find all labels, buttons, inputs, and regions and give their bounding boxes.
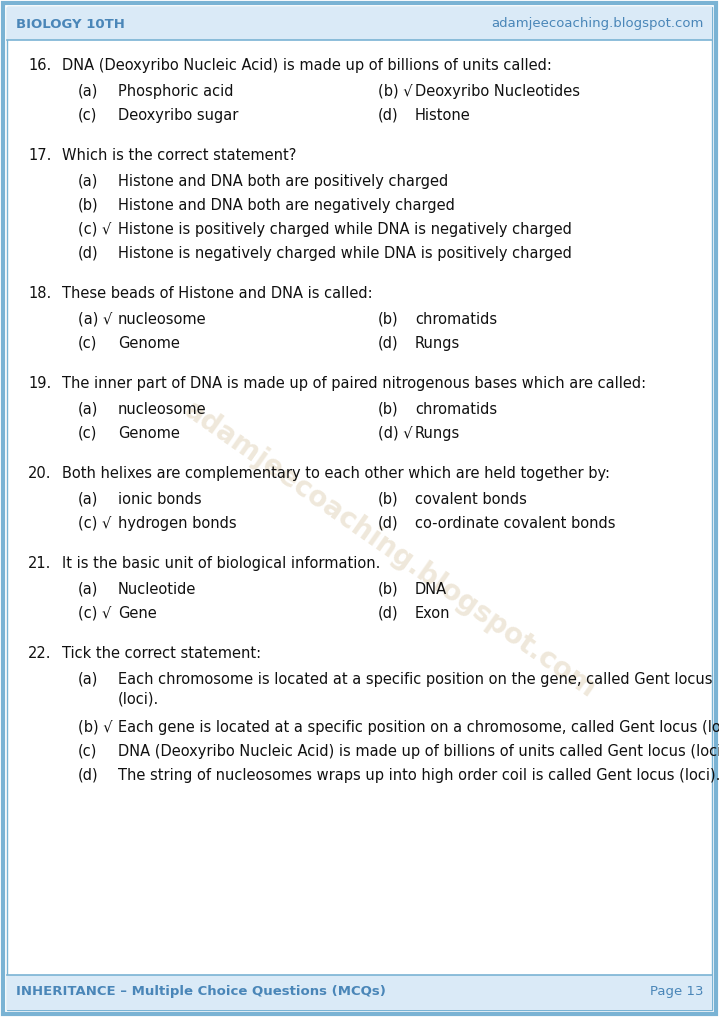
Text: (b) √: (b) √ <box>78 720 113 735</box>
Text: The inner part of DNA is made up of paired nitrogenous bases which are called:: The inner part of DNA is made up of pair… <box>62 376 646 391</box>
Text: (c): (c) <box>78 108 97 123</box>
Text: (a) √: (a) √ <box>78 312 112 327</box>
Text: hydrogen bonds: hydrogen bonds <box>118 516 237 531</box>
Text: These beads of Histone and DNA is called:: These beads of Histone and DNA is called… <box>62 286 372 301</box>
Text: (a): (a) <box>78 174 99 189</box>
Text: BIOLOGY 10TH: BIOLOGY 10TH <box>16 17 125 31</box>
Text: Genome: Genome <box>118 336 180 351</box>
Text: 18.: 18. <box>28 286 51 301</box>
Text: (a): (a) <box>78 402 99 417</box>
Text: (b): (b) <box>378 312 398 327</box>
Text: 16.: 16. <box>28 58 51 73</box>
Text: The string of nucleosomes wraps up into high order coil is called Gent locus (lo: The string of nucleosomes wraps up into … <box>118 768 719 783</box>
Text: Rungs: Rungs <box>415 426 460 441</box>
Text: chromatids: chromatids <box>415 402 497 417</box>
Text: (d): (d) <box>378 606 398 621</box>
Text: co-ordinate covalent bonds: co-ordinate covalent bonds <box>415 516 615 531</box>
Bar <box>7 975 712 1010</box>
Text: Rungs: Rungs <box>415 336 460 351</box>
Text: INHERITANCE – Multiple Choice Questions (MCQs): INHERITANCE – Multiple Choice Questions … <box>16 985 386 999</box>
Text: (c): (c) <box>78 336 97 351</box>
Text: 20.: 20. <box>28 466 52 481</box>
Text: Genome: Genome <box>118 426 180 441</box>
Text: It is the basic unit of biological information.: It is the basic unit of biological infor… <box>62 556 380 571</box>
Text: Histone and DNA both are positively charged: Histone and DNA both are positively char… <box>118 174 448 189</box>
Text: Gene: Gene <box>118 606 157 621</box>
Text: (a): (a) <box>78 672 99 687</box>
Text: 22.: 22. <box>28 646 52 661</box>
Text: ionic bonds: ionic bonds <box>118 492 201 507</box>
Text: (b): (b) <box>78 198 99 213</box>
Text: DNA (Deoxyribo Nucleic Acid) is made up of billions of units called:: DNA (Deoxyribo Nucleic Acid) is made up … <box>62 58 552 73</box>
Text: 17.: 17. <box>28 148 51 163</box>
Text: 19.: 19. <box>28 376 51 391</box>
Text: (d) √: (d) √ <box>378 426 413 441</box>
Text: covalent bonds: covalent bonds <box>415 492 527 507</box>
Text: (b): (b) <box>378 402 398 417</box>
Text: (d): (d) <box>78 246 99 261</box>
Text: (b) √: (b) √ <box>378 84 413 99</box>
Text: (d): (d) <box>378 516 398 531</box>
Text: Histone: Histone <box>415 108 471 123</box>
Text: Histone is negatively charged while DNA is positively charged: Histone is negatively charged while DNA … <box>118 246 572 261</box>
Text: Histone is positively charged while DNA is negatively charged: Histone is positively charged while DNA … <box>118 222 572 237</box>
Text: adamjeecoaching.blogspot.com: adamjeecoaching.blogspot.com <box>492 17 704 31</box>
Text: (a): (a) <box>78 84 99 99</box>
Text: Each gene is located at a specific position on a chromosome, called Gent locus (: Each gene is located at a specific posit… <box>118 720 719 735</box>
Text: (a): (a) <box>78 582 99 597</box>
Text: (b): (b) <box>378 582 398 597</box>
Text: nucleosome: nucleosome <box>118 402 206 417</box>
Text: (d): (d) <box>378 108 398 123</box>
Bar <box>7 7 712 40</box>
Text: Deoxyribo Nucleotides: Deoxyribo Nucleotides <box>415 84 580 99</box>
Text: (c) √: (c) √ <box>78 222 111 237</box>
Text: (c): (c) <box>78 744 97 759</box>
Text: Deoxyribo sugar: Deoxyribo sugar <box>118 108 239 123</box>
Text: chromatids: chromatids <box>415 312 497 327</box>
Text: (a): (a) <box>78 492 99 507</box>
Text: (d): (d) <box>78 768 99 783</box>
Text: DNA: DNA <box>415 582 447 597</box>
Text: (b): (b) <box>378 492 398 507</box>
Text: DNA (Deoxyribo Nucleic Acid) is made up of billions of units called Gent locus (: DNA (Deoxyribo Nucleic Acid) is made up … <box>118 744 719 759</box>
Text: (d): (d) <box>378 336 398 351</box>
Text: (c) √: (c) √ <box>78 516 111 531</box>
Text: Exon: Exon <box>415 606 451 621</box>
Text: Each chromosome is located at a specific position on the gene, called Gent locus: Each chromosome is located at a specific… <box>118 672 713 706</box>
Text: (c): (c) <box>78 426 97 441</box>
Text: Page 13: Page 13 <box>651 985 704 999</box>
Text: Which is the correct statement?: Which is the correct statement? <box>62 148 296 163</box>
Text: Both helixes are complementary to each other which are held together by:: Both helixes are complementary to each o… <box>62 466 610 481</box>
Text: Tick the correct statement:: Tick the correct statement: <box>62 646 261 661</box>
Text: nucleosome: nucleosome <box>118 312 206 327</box>
Text: 21.: 21. <box>28 556 51 571</box>
Text: Phosphoric acid: Phosphoric acid <box>118 84 234 99</box>
Text: adamjeecoaching.blogspot.com: adamjeecoaching.blogspot.com <box>178 397 601 704</box>
Text: Nucleotide: Nucleotide <box>118 582 196 597</box>
Text: (c) √: (c) √ <box>78 606 111 621</box>
Text: Histone and DNA both are negatively charged: Histone and DNA both are negatively char… <box>118 198 455 213</box>
